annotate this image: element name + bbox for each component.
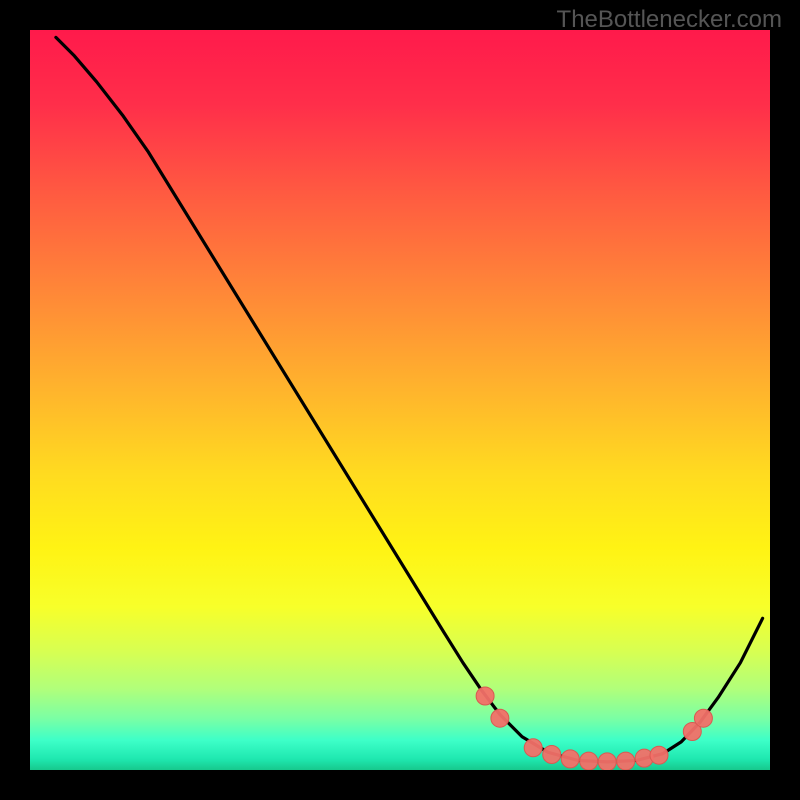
marker-point	[650, 746, 668, 764]
marker-point	[694, 709, 712, 727]
marker-point	[598, 753, 616, 770]
watermark-text: TheBottlenecker.com	[557, 6, 782, 34]
marker-point	[491, 709, 509, 727]
marker-point	[561, 750, 579, 768]
marker-group	[476, 687, 712, 770]
plot-area	[30, 30, 770, 770]
marker-point	[476, 687, 494, 705]
marker-point	[524, 739, 542, 757]
marker-point	[617, 752, 635, 770]
chart-container: TheBottlenecker.com	[0, 0, 800, 800]
marker-point	[543, 745, 561, 763]
bottleneck-curve	[56, 37, 763, 761]
chart-overlay	[30, 30, 770, 770]
marker-point	[580, 752, 598, 770]
